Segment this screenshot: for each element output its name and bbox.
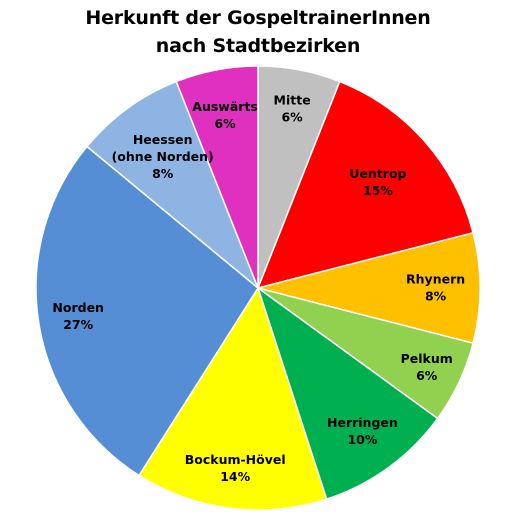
pie-category-label: Mitte	[274, 93, 311, 108]
pie-label-uentrop: Uentrop 15%	[349, 166, 406, 198]
pie-slice-auswaerts	[175, 65, 259, 289]
pie-label-auswaerts: Auswärts 6%	[192, 99, 258, 131]
pie-slice-uentrop	[257, 80, 474, 289]
pie-category-label: Heessen	[133, 132, 193, 147]
pie-slice-herringen	[257, 287, 439, 500]
pie-value-label: 15%	[363, 183, 393, 198]
pie-category-label: Rhynern	[406, 272, 465, 287]
pie-label-heessen-ohne-norden: Heessen (ohne Norden) 8%	[112, 132, 214, 181]
pie-value-label: 10%	[347, 432, 377, 447]
pie-category-label: (ohne Norden)	[112, 149, 214, 164]
chart-title: Herkunft der GospeltrainerInnen nach Sta…	[0, 4, 516, 60]
pie-category-label: Norden	[52, 300, 104, 315]
pie-category-label: Bockum-Hövel	[185, 452, 286, 467]
pie-slice-rhynern	[257, 232, 481, 344]
pie-value-label: 8%	[425, 289, 447, 304]
pie-label-pelkum: Pelkum 6%	[401, 351, 453, 383]
pie-labels: Mitte 6% Uentrop 15% Rhynern 8% Pelkum 6% Herrin…	[52, 93, 465, 484]
pie-label-rhynern: Rhynern 8%	[406, 272, 465, 304]
pie-label-herringen: Herringen 10%	[327, 415, 398, 447]
pie-value-label: 6%	[214, 116, 236, 131]
pie-value-label: 14%	[220, 469, 250, 484]
pie-slice-heessen-ohne-norden	[86, 80, 259, 289]
pie-value-label: 8%	[152, 166, 174, 181]
pie-slice-bockum-hoevel	[138, 287, 328, 511]
pie-value-label: 6%	[416, 368, 438, 383]
pie-category-label: Herringen	[327, 415, 398, 430]
pie-category-label: Auswärts	[192, 99, 258, 114]
pie-slices	[35, 65, 481, 511]
pie-label-mitte: Mitte 6%	[274, 93, 311, 125]
pie-label-norden: Norden 27%	[52, 300, 104, 332]
pie-value-label: 6%	[281, 110, 303, 125]
pie-label-bockum-hoevel: Bockum-Hövel 14%	[185, 452, 286, 484]
pie-value-label: 27%	[63, 317, 93, 332]
pie-slice-norden	[35, 145, 259, 477]
pie-category-label: Uentrop	[349, 166, 406, 181]
chart-title-line-2: nach Stadtbezirken	[155, 35, 361, 57]
chart-title-line-1: Herkunft der GospeltrainerInnen	[85, 7, 431, 29]
pie-category-label: Pelkum	[401, 351, 453, 366]
